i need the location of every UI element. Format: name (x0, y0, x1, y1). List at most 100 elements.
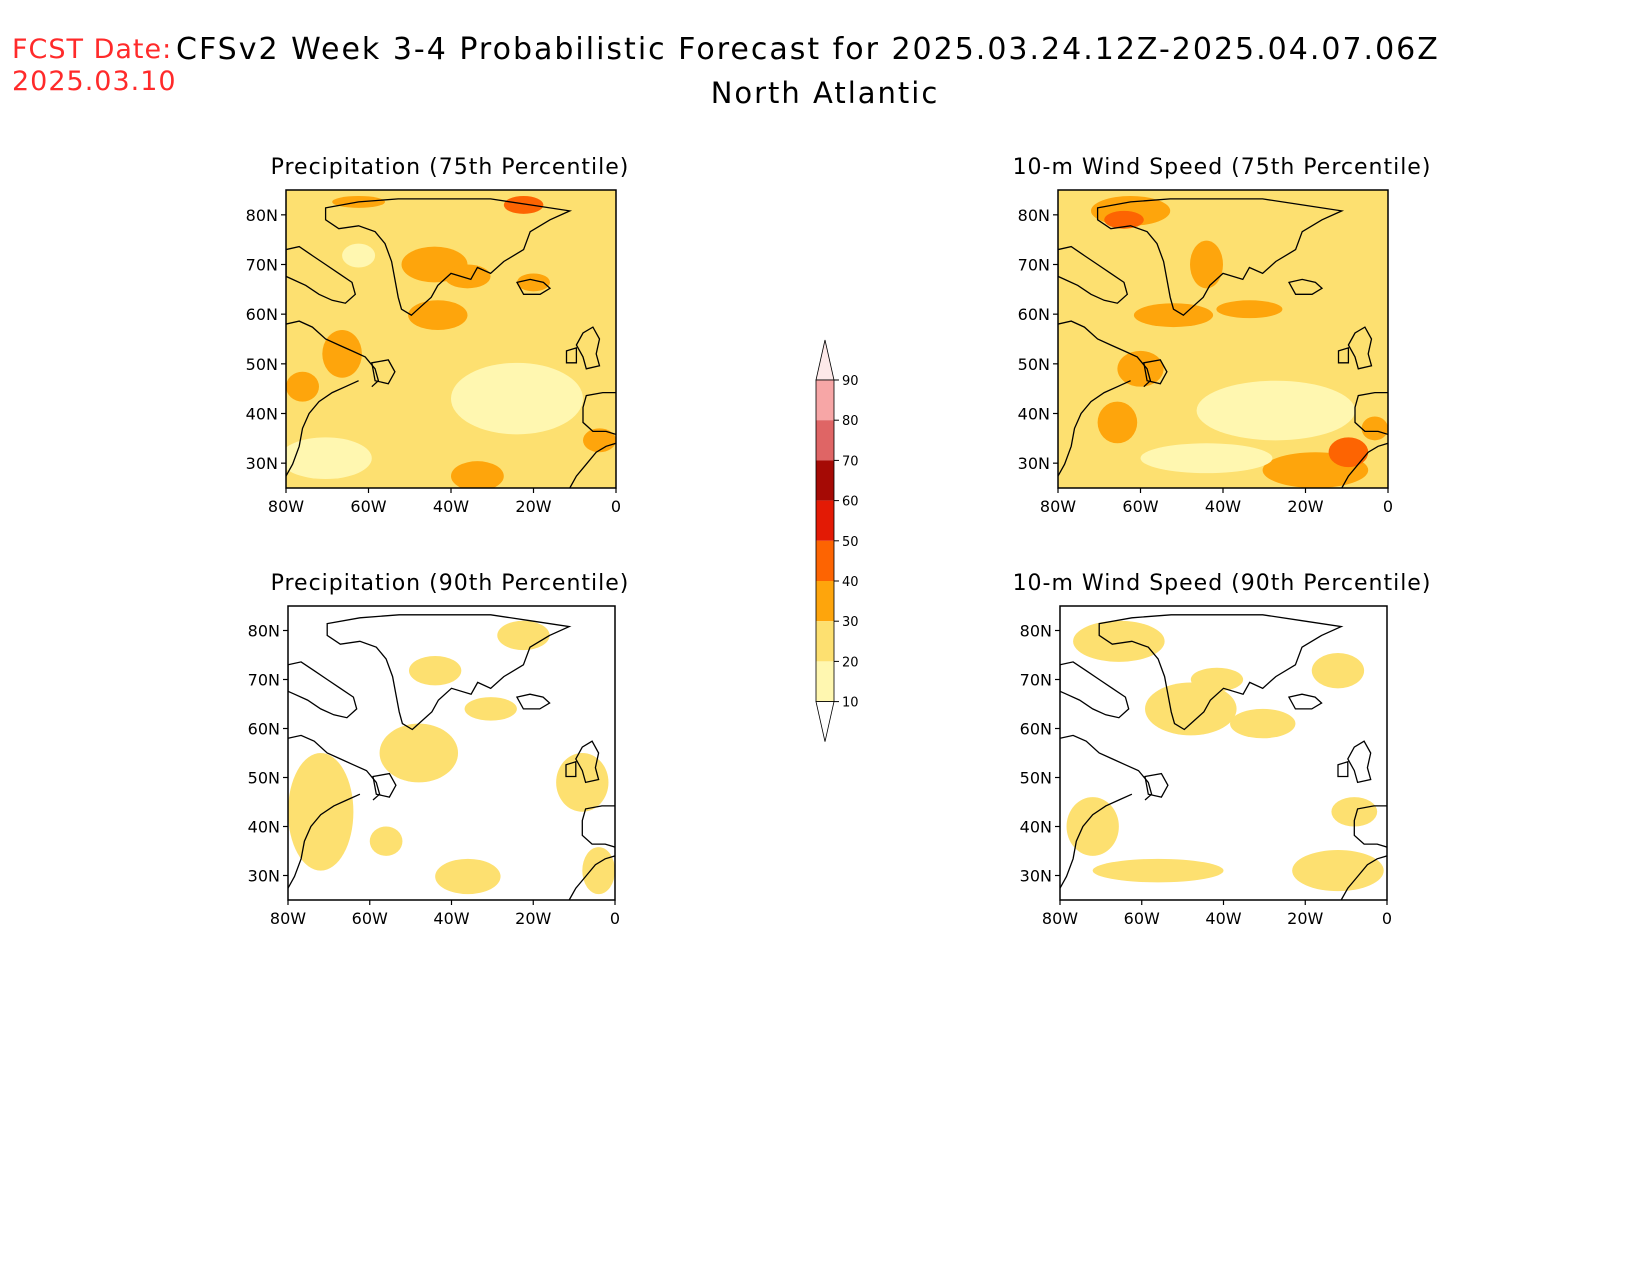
coastline (1096, 198, 1345, 317)
probability-contour (582, 847, 615, 895)
lat-label: 80N (1018, 206, 1050, 225)
coastline (1337, 347, 1350, 364)
lat-label: 60N (1018, 305, 1050, 324)
coastline (565, 347, 578, 364)
map-panel-precip-75: Precipitation (75th Percentile) 80W 60W 40W… (246, 155, 630, 516)
probability-field (288, 606, 615, 900)
colorbar-segment (816, 460, 834, 501)
colorbar-label: 60 (842, 495, 859, 510)
lon-label: 40W (1205, 497, 1241, 516)
coastline (286, 320, 380, 388)
coastline (1058, 245, 1129, 304)
lon-label: 20W (1287, 909, 1323, 928)
probability-contour (1190, 667, 1244, 692)
coastline (568, 805, 615, 900)
coastline (1341, 391, 1388, 488)
lat-label: 50N (1018, 355, 1050, 374)
probability-contour (1104, 210, 1144, 229)
lat-label: 70N (246, 256, 278, 275)
lon-label: 80W (268, 497, 304, 516)
lat-label: 60N (246, 305, 278, 324)
panel-title: 10-m Wind Speed (90th Percentile) (1013, 571, 1432, 596)
coastline (286, 245, 357, 304)
probability-contour (1361, 416, 1388, 441)
probability-contour (1292, 850, 1384, 892)
coastline (326, 614, 572, 731)
panel-title: Precipitation (75th Percentile) (271, 155, 630, 180)
probability-contour (1196, 380, 1356, 441)
panel-title: Precipitation (90th Percentile) (271, 571, 630, 596)
coastline (286, 380, 359, 477)
probability-contour (1230, 708, 1296, 739)
probability-contour (1133, 303, 1214, 328)
lat-label: 60N (1020, 720, 1052, 739)
probability-contour (288, 753, 354, 871)
lat-label: 40N (1018, 405, 1050, 424)
lat-label: 80N (1020, 622, 1052, 641)
probability-contour (408, 655, 462, 686)
coastline (371, 359, 396, 385)
probability-contour (1216, 300, 1283, 319)
probability-contour (408, 300, 468, 331)
coastline (1347, 326, 1373, 370)
probability-contour (1140, 443, 1273, 474)
probability-contour (517, 273, 550, 292)
panel-title: 10-m Wind Speed (75th Percentile) (1013, 155, 1432, 180)
colorbar: 10 20 30 40 50 60 70 80 90 (815, 339, 859, 742)
coastline (288, 661, 358, 719)
lat-label: 50N (1020, 769, 1052, 788)
coastline (516, 278, 552, 295)
coastline (565, 760, 577, 778)
lon-label: 40W (433, 497, 469, 516)
lat-label: 70N (1018, 256, 1050, 275)
coastline (1288, 278, 1324, 295)
coastline (288, 734, 381, 801)
lon-label: 20W (515, 909, 551, 928)
coastline (1060, 661, 1130, 719)
lon-label: 0 (610, 909, 620, 928)
coastline (1060, 734, 1153, 801)
probability-contour (1311, 653, 1365, 689)
coastline (515, 693, 551, 710)
coastline (1060, 793, 1133, 889)
probability-contour (322, 330, 362, 378)
probability-contour (497, 620, 550, 651)
probability-contour (1097, 401, 1138, 444)
lat-label: 70N (248, 671, 280, 690)
colorbar-label: 80 (842, 414, 859, 429)
lat-label: 30N (248, 867, 280, 886)
probability-contour (369, 826, 403, 856)
coastline (1340, 805, 1387, 900)
colorbar-label: 90 (842, 374, 859, 389)
colorbar-label: 20 (842, 655, 859, 670)
coastline (1144, 772, 1169, 798)
coastline (575, 326, 601, 370)
probability-contour (379, 723, 459, 783)
probability-contour (1328, 437, 1369, 468)
coastline (1347, 740, 1372, 784)
lat-label: 30N (1018, 454, 1050, 473)
colorbar-bottom-arrow (815, 701, 835, 742)
map-panel-precip-90: Precipitation (90th Percentile) 80W 60W 40W… (248, 571, 630, 928)
coastline (1143, 359, 1168, 385)
probability-contour (1092, 858, 1224, 883)
probability-contour (342, 243, 376, 268)
lat-label: 80N (246, 206, 278, 225)
lon-label: 0 (1382, 909, 1392, 928)
probability-contour (556, 753, 609, 812)
colorbar-label: 40 (842, 575, 859, 590)
colorbar-label: 70 (842, 454, 859, 469)
lon-label: 0 (611, 497, 621, 516)
map-panel-wind-90: 10-m Wind Speed (90th Percentile) 80W 60W 4… (1013, 571, 1432, 928)
colorbar-segment (816, 420, 834, 461)
lon-label: 80W (270, 909, 306, 928)
lat-label: 40N (248, 818, 280, 837)
figure-title: CFSv2 Week 3-4 Probabilistic Forecast fo… (176, 32, 1440, 67)
probability-contour (1190, 240, 1223, 289)
colorbar-segment (816, 540, 834, 581)
lat-label: 30N (246, 454, 278, 473)
coastline (1287, 693, 1323, 710)
colorbar-top-arrow (815, 339, 835, 381)
lon-label: 80W (1040, 497, 1076, 516)
